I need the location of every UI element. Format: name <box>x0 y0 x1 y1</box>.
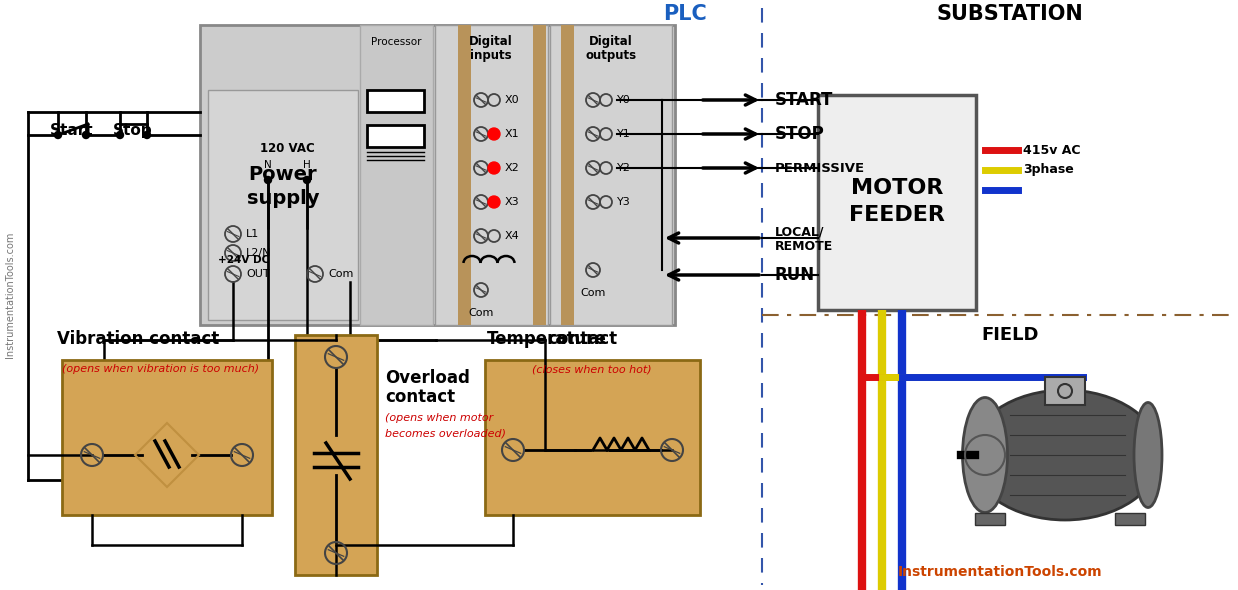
Bar <box>295 335 378 575</box>
Bar <box>366 125 423 147</box>
Circle shape <box>265 176 271 183</box>
Text: (closes when too hot): (closes when too hot) <box>532 364 652 374</box>
Text: Com: Com <box>328 269 353 279</box>
Text: supply: supply <box>246 188 319 208</box>
Text: contact: contact <box>547 330 617 348</box>
Text: Temperature: Temperature <box>487 330 607 348</box>
Text: becomes overloaded): becomes overloaded) <box>385 428 506 438</box>
Bar <box>366 90 423 112</box>
Text: Y2: Y2 <box>617 163 631 173</box>
Circle shape <box>488 162 500 174</box>
Ellipse shape <box>1134 402 1162 507</box>
Text: InstrumentationTools.com: InstrumentationTools.com <box>5 232 15 358</box>
Text: SUBSTATION: SUBSTATION <box>937 4 1083 24</box>
Text: X4: X4 <box>505 231 520 241</box>
Circle shape <box>303 176 311 183</box>
Text: X2: X2 <box>505 163 520 173</box>
Text: Power: Power <box>249 166 317 185</box>
Text: +24V DC: +24V DC <box>218 255 269 265</box>
Bar <box>976 513 1005 525</box>
Bar <box>208 90 358 320</box>
Ellipse shape <box>971 390 1160 520</box>
Text: PLC: PLC <box>664 4 707 24</box>
Text: Com: Com <box>581 288 605 298</box>
Text: L1: L1 <box>246 229 259 239</box>
Text: Digital: Digital <box>589 35 633 48</box>
Text: Y0: Y0 <box>617 95 630 105</box>
Circle shape <box>54 132 62 139</box>
Text: 415v AC: 415v AC <box>1023 143 1081 156</box>
Bar <box>360 25 433 325</box>
Bar <box>62 360 272 515</box>
Text: Processor: Processor <box>370 37 421 47</box>
Text: PERMISSIVE: PERMISSIVE <box>775 162 865 175</box>
Text: Digital: Digital <box>469 35 513 48</box>
Circle shape <box>488 128 500 140</box>
Text: X1: X1 <box>505 129 520 139</box>
Text: REMOTE: REMOTE <box>775 240 833 253</box>
Text: Overload: Overload <box>385 369 470 387</box>
Text: Start: Start <box>51 123 94 138</box>
Text: N: N <box>264 160 272 170</box>
Circle shape <box>144 132 151 139</box>
Text: InstrumentationTools.com: InstrumentationTools.com <box>898 565 1102 579</box>
Text: Stop: Stop <box>113 123 152 138</box>
Bar <box>201 25 675 325</box>
Text: X0: X0 <box>505 95 520 105</box>
Bar <box>550 25 672 325</box>
Bar <box>435 25 548 325</box>
Text: STOP: STOP <box>775 125 825 143</box>
Text: Y3: Y3 <box>617 197 630 207</box>
Text: 3phase: 3phase <box>1023 163 1073 176</box>
Text: OUT: OUT <box>246 269 270 279</box>
Ellipse shape <box>962 398 1008 513</box>
Text: RUN: RUN <box>775 266 815 284</box>
Bar <box>818 95 976 310</box>
Text: FIELD: FIELD <box>982 326 1039 344</box>
Text: (opens when motor: (opens when motor <box>385 413 493 423</box>
Circle shape <box>488 196 500 208</box>
Circle shape <box>83 132 89 139</box>
Text: 120 VAC: 120 VAC <box>260 142 314 155</box>
Text: L2/N: L2/N <box>246 248 271 258</box>
Text: contact: contact <box>385 388 456 406</box>
Text: outputs: outputs <box>586 48 636 61</box>
Text: LOCAL/: LOCAL/ <box>775 225 825 238</box>
Bar <box>1115 513 1145 525</box>
Text: Com: Com <box>468 308 494 318</box>
Text: FEEDER: FEEDER <box>849 205 945 225</box>
Circle shape <box>116 132 124 139</box>
Text: Vibration contact: Vibration contact <box>57 330 219 348</box>
Text: X3: X3 <box>505 197 520 207</box>
Bar <box>534 25 546 325</box>
Text: START: START <box>775 91 833 109</box>
Text: MOTOR: MOTOR <box>851 178 943 198</box>
Text: inputs: inputs <box>470 48 511 61</box>
Text: (opens when vibration is too much): (opens when vibration is too much) <box>62 364 259 374</box>
Text: Y1: Y1 <box>617 129 630 139</box>
Bar <box>485 360 699 515</box>
Text: H: H <box>303 160 311 170</box>
Bar <box>561 25 574 325</box>
Bar <box>1045 377 1084 405</box>
Bar <box>458 25 470 325</box>
